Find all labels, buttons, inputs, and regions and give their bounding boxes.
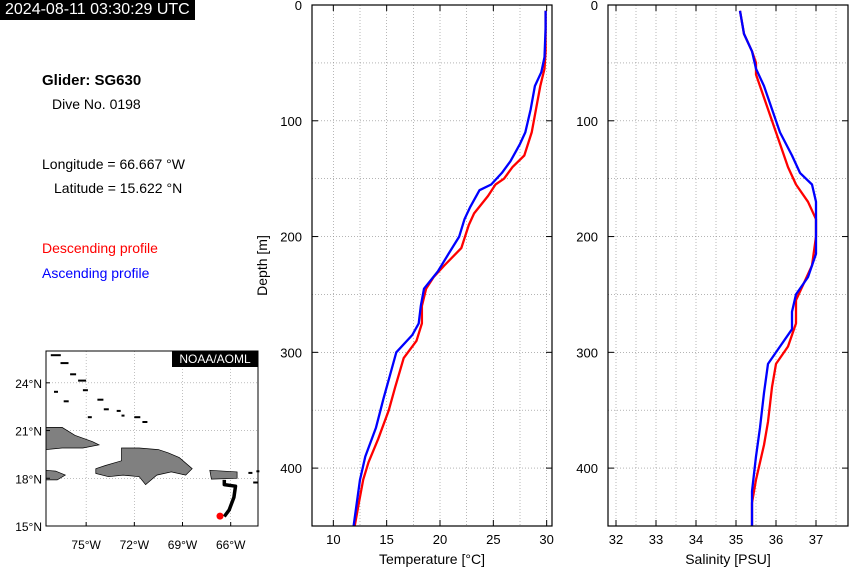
x-tick-label: 37 xyxy=(809,532,823,547)
ascending-profile-line xyxy=(352,10,547,527)
x-tick-label: 36 xyxy=(769,532,783,547)
plot-frame xyxy=(607,4,849,527)
small-island xyxy=(87,416,92,419)
salinity-profile-chart: 32 33 34 35 36 37 0 100 200 300 400 Salinity [PSU] xyxy=(576,0,849,567)
longitude-readout: Longitude = 66.667 °W xyxy=(42,156,185,172)
small-island xyxy=(60,362,69,365)
small-island xyxy=(103,408,109,411)
small-island xyxy=(248,471,253,474)
ascending-profile-line xyxy=(738,10,818,526)
puerto-rico-landmass xyxy=(209,469,238,480)
plot-frame xyxy=(311,4,553,527)
x-tick-label: 20 xyxy=(433,532,447,547)
y-tick-label: 0 xyxy=(591,0,598,13)
glider-position-marker xyxy=(216,512,224,520)
map-lat-label: 15°N xyxy=(15,520,42,534)
legend-descending: Descending profile xyxy=(42,240,158,256)
small-island xyxy=(70,373,77,376)
small-island xyxy=(82,389,88,392)
glider-track xyxy=(222,479,238,518)
small-island xyxy=(121,414,125,417)
small-island xyxy=(142,421,148,423)
y-axis-label: Depth [m] xyxy=(254,235,270,296)
y-tick-label: 200 xyxy=(280,230,302,245)
map-credit: NOAA/AOML xyxy=(179,352,251,366)
x-tick-label: 35 xyxy=(729,532,743,547)
cuba-landmass xyxy=(45,427,101,450)
timestamp-badge: 2024-08-11 03:30:29 UTC xyxy=(0,0,195,20)
small-island xyxy=(134,416,141,419)
descending-profile-line xyxy=(738,10,818,526)
x-tick-label: 10 xyxy=(326,532,340,547)
y-tick-label: 100 xyxy=(280,114,302,129)
x-axis-label: Temperature [°C] xyxy=(379,551,485,567)
y-tick-label: 400 xyxy=(280,461,302,476)
y-tick-label: 0 xyxy=(295,0,302,13)
map-lon-label: 69°W xyxy=(168,538,198,552)
map-lon-label: 72°W xyxy=(120,538,150,552)
map-lon-label: 66°W xyxy=(216,538,246,552)
dive-number: Dive No. 0198 xyxy=(52,96,141,112)
location-map: NOAA/AOML 15°N 18°N 21°N 24°N 75°W 72°W 69°W 66°… xyxy=(15,350,260,552)
x-tick-label: 30 xyxy=(539,532,553,547)
x-tick-label: 33 xyxy=(649,532,663,547)
small-island xyxy=(78,379,87,382)
small-island xyxy=(54,390,58,393)
y-tick-label: 400 xyxy=(576,461,598,476)
map-lon-label: 75°W xyxy=(71,538,101,552)
y-tick-label: 100 xyxy=(576,114,598,129)
glider-name: Glider: SG630 xyxy=(42,72,142,89)
x-tick-label: 32 xyxy=(609,532,623,547)
y-tick-label: 200 xyxy=(576,230,598,245)
x-axis-label: Salinity [PSU] xyxy=(685,551,771,567)
x-tick-label: 15 xyxy=(379,532,393,547)
y-tick-label: 300 xyxy=(280,345,302,360)
hispaniola-landmass xyxy=(95,447,193,486)
x-tick-label: 34 xyxy=(689,532,703,547)
small-island xyxy=(63,400,69,403)
small-island xyxy=(50,354,61,357)
legend-ascending: Ascending profile xyxy=(42,265,150,281)
small-island xyxy=(116,409,121,412)
x-tick-label: 25 xyxy=(486,532,500,547)
map-credit-background xyxy=(172,351,258,367)
map-lat-label: 24°N xyxy=(15,377,42,391)
small-island xyxy=(253,481,259,484)
map-lat-label: 18°N xyxy=(15,472,42,486)
y-tick-label: 300 xyxy=(576,345,598,360)
map-frame xyxy=(45,350,259,527)
descending-profile-line xyxy=(353,10,547,527)
map-lat-label: 21°N xyxy=(15,425,42,439)
small-island xyxy=(97,398,104,401)
latitude-readout: Latitude = 15.622 °N xyxy=(54,180,183,196)
